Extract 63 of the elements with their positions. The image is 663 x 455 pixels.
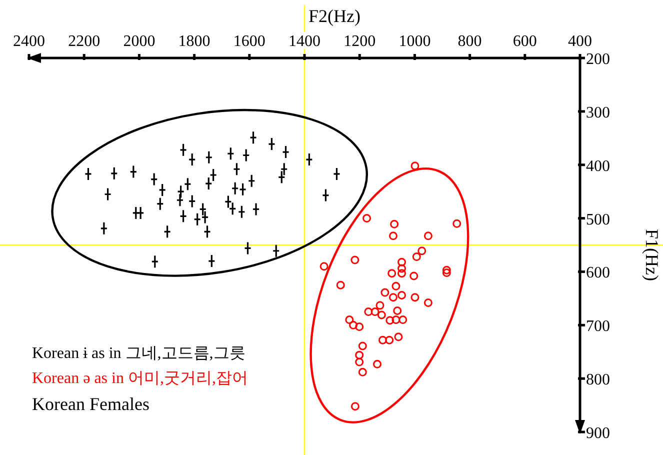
point (388, 293, 398, 302)
point (355, 350, 364, 360)
point (358, 368, 367, 376)
legend: Korean ɨ as in 그네,고드름,그릇 Korean ə as in 어미,굿거리,잡어 Korean Females (32, 345, 248, 414)
point (398, 269, 406, 278)
point (345, 316, 354, 324)
y-tick-label: 700 (586, 318, 610, 336)
y-tick-label: 400 (586, 158, 610, 175)
point (410, 293, 420, 302)
point (398, 316, 408, 324)
y-tick-label: 900 (586, 425, 610, 442)
point (355, 322, 364, 331)
point (376, 301, 384, 310)
point (358, 342, 367, 350)
x-tick-label: 600 (512, 33, 537, 50)
point (386, 316, 394, 325)
point (424, 298, 432, 307)
point (372, 360, 382, 368)
y-tick-label: 200 (586, 51, 610, 68)
point (398, 258, 406, 266)
point (377, 310, 386, 320)
point (350, 402, 360, 411)
y-axis-title: F1(Hz) (642, 229, 662, 281)
point (392, 316, 400, 324)
y-tick-label: 300 (586, 104, 610, 122)
point (442, 268, 451, 278)
point (364, 308, 373, 316)
point (424, 232, 432, 240)
y-tick-label: 500 (586, 211, 610, 228)
x-tick-label: 1000 (398, 33, 431, 50)
point (336, 280, 345, 290)
x-tick-label: 400 (568, 33, 592, 50)
x-tick-label: 1200 (344, 33, 376, 50)
point (380, 288, 390, 297)
point (452, 219, 462, 228)
point (442, 266, 451, 274)
point (394, 332, 403, 342)
point (393, 306, 402, 315)
point (370, 308, 380, 316)
x-tick-label: 800 (458, 33, 482, 50)
point (398, 290, 406, 300)
y-tick-label: 600 (586, 264, 610, 282)
point (398, 264, 406, 273)
x-tick-label: 1600 (233, 33, 266, 50)
point (390, 220, 399, 228)
point (388, 269, 396, 278)
x-tick-label: 2400 (13, 33, 45, 50)
point (385, 336, 394, 344)
point (349, 320, 358, 330)
x-tick-label: 1800 (178, 33, 210, 50)
point (410, 272, 418, 280)
y-tick-label: 800 (586, 372, 610, 389)
point (378, 336, 387, 344)
point (388, 232, 398, 240)
point (410, 162, 420, 170)
point (355, 358, 364, 366)
point (412, 252, 421, 261)
x-tick-label: 2200 (68, 33, 100, 50)
x-tick-label: 1400 (288, 33, 320, 50)
x-tick-label: 2000 (123, 33, 156, 50)
point (418, 246, 426, 256)
x-axis-title: F2(Hz) (308, 6, 360, 26)
point (392, 282, 400, 290)
